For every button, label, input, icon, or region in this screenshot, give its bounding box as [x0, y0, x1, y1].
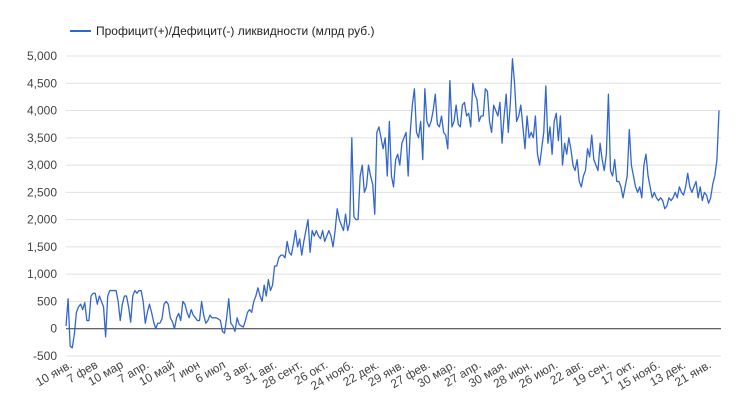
series-layer	[65, 58, 720, 349]
y-tick-label: 2,500	[27, 185, 57, 199]
legend: Профицит(+)/Дефицит(-) ликвидности (млрд…	[70, 24, 374, 38]
y-tick-label: 4,000	[27, 104, 57, 118]
y-axis: -500 0 500 1,000 1,500 2,000 2,500 3,000 3,500 4,…	[27, 49, 57, 363]
y-tick-label: 2,000	[27, 213, 57, 227]
y-tick-label: 4,500	[27, 76, 57, 90]
series-line	[65, 58, 720, 349]
y-tick-label: -500	[33, 349, 57, 363]
y-tick-label: 3,500	[27, 131, 57, 145]
y-tick-label: 0	[50, 322, 57, 336]
grid	[66, 55, 721, 357]
y-tick-label: 5,000	[27, 49, 57, 63]
legend-label: Профицит(+)/Дефицит(-) ликвидности (млрд…	[96, 24, 374, 38]
y-tick-label: 1,500	[27, 240, 57, 254]
y-tick-label: 3,000	[27, 158, 57, 172]
y-tick-label: 500	[37, 294, 57, 308]
y-tick-label: 1,000	[27, 267, 57, 281]
